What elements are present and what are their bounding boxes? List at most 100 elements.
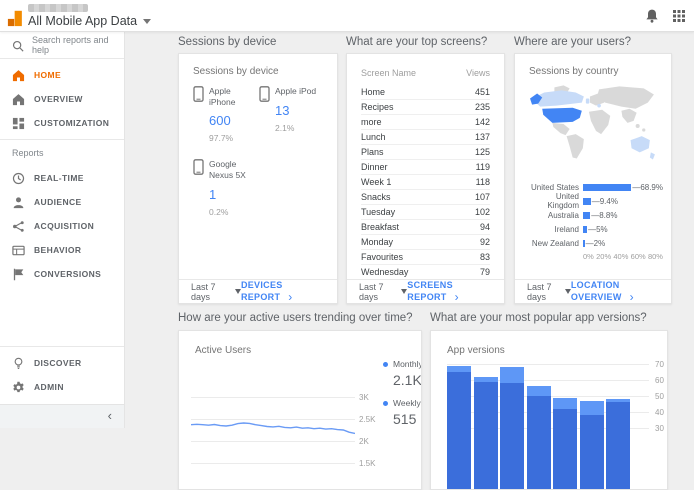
date-range-selector[interactable]: Last 7 days xyxy=(359,282,408,302)
screen-name-cell: Plans xyxy=(361,147,384,157)
device-list: Apple iPhone 600 97.7% Apple iPod 13 2.1% Goog… xyxy=(193,86,325,233)
person-icon xyxy=(12,196,25,209)
axis-tick-label: 60% xyxy=(630,252,646,261)
views-cell: 92 xyxy=(479,237,490,247)
table-row: Plans 125 xyxy=(361,144,490,159)
sidebar-item-discover[interactable]: DISCOVER xyxy=(0,351,124,375)
y-tick-label: 2K xyxy=(359,437,369,446)
country-row-ireland: Ireland —5% xyxy=(527,222,663,236)
screen-name-cell: more xyxy=(361,117,382,127)
screens-report-link[interactable]: SCREENS REPORT › xyxy=(407,280,492,304)
country-row-new-zealand: New Zealand —2% xyxy=(527,236,663,250)
apps-grid-icon[interactable] xyxy=(671,8,687,24)
sidebar-item-label: ADMIN xyxy=(34,382,64,392)
app-version-bar-upper-segment xyxy=(579,400,604,416)
date-range-label: Last 7 days xyxy=(527,281,552,302)
sidebar-item-label: REAL-TIME xyxy=(34,173,84,183)
sidebar-item-customization[interactable]: CUSTOMIZATION xyxy=(0,111,124,135)
sidebar-item-conversions[interactable]: CONVERSIONS xyxy=(0,262,124,286)
app-version-bar-upper-segment xyxy=(500,367,524,384)
legend-label: Weekly xyxy=(393,398,421,408)
world-map xyxy=(528,82,660,174)
section-title-active-users: How are your active users trending over … xyxy=(178,312,413,324)
legend-entry-monthly: Monthly 2.1K xyxy=(383,359,422,388)
property-selector-label: All Mobile App Data xyxy=(28,14,138,28)
table-row: Wednesday 79 xyxy=(361,264,490,279)
country-value: —8.8% xyxy=(591,210,618,220)
table-row: Favourites 83 xyxy=(361,249,490,264)
views-cell: 107 xyxy=(474,192,490,202)
y-tick-label: 50 xyxy=(655,392,664,401)
sidebar-item-label: ACQUISITION xyxy=(34,221,95,231)
table-row: Lunch 137 xyxy=(361,129,490,144)
y-tick-label: 60 xyxy=(655,376,664,385)
col-screen-name: Screen Name xyxy=(361,68,417,78)
device-share-value: 2.1% xyxy=(275,122,295,133)
sidebar-item-home[interactable]: HOME xyxy=(0,63,124,87)
app-version-bar xyxy=(526,386,551,489)
sidebar-item-behavior[interactable]: BEHAVIOR xyxy=(0,238,124,262)
sidebar-item-label: CUSTOMIZATION xyxy=(34,118,110,128)
country-bar xyxy=(583,225,588,233)
device-share-value: 97.7% xyxy=(209,133,234,144)
sidebar-collapse-button[interactable]: ‹ xyxy=(0,404,124,428)
legend-dot-icon xyxy=(383,400,388,406)
sidebar-item-real-time[interactable]: REAL-TIME xyxy=(0,166,124,190)
search-input[interactable]: Search reports and help xyxy=(0,32,124,58)
table-row: Tuesday 102 xyxy=(361,204,490,219)
location-overview-link[interactable]: LOCATION OVERVIEW › xyxy=(571,280,659,304)
property-selector[interactable]: All Mobile App Data xyxy=(28,14,152,28)
sidebar-item-overview[interactable]: OVERVIEW xyxy=(0,87,124,111)
sidebar-item-label: AUDIENCE xyxy=(34,197,82,207)
date-range-label: Last 7 days xyxy=(191,281,216,302)
active-users-legend: Monthly 2.1K Weekly 515 xyxy=(383,359,422,437)
sidebar-bottom: DISCOVER ADMIN xyxy=(0,346,124,403)
app-version-bar xyxy=(606,399,630,489)
country-bar xyxy=(583,239,585,247)
device-sessions-value: 600 xyxy=(209,113,231,129)
app-version-bar-upper-segment xyxy=(447,365,471,372)
app-version-bar xyxy=(447,365,471,489)
countries-card-title: Sessions by country xyxy=(529,66,619,77)
country-label: United States xyxy=(530,182,579,192)
caret-down-icon xyxy=(564,289,571,294)
country-row-australia: Australia —8.8% xyxy=(527,208,663,222)
home-icon xyxy=(12,69,25,82)
country-axis: 0% 20% 40% 60% 80% xyxy=(583,252,663,261)
devices-report-link[interactable]: DEVICES REPORT › xyxy=(241,280,325,304)
phone-icon xyxy=(193,159,204,176)
legend-dot-icon xyxy=(383,361,388,367)
views-cell: 94 xyxy=(479,222,490,232)
legend-value: 2.1K xyxy=(393,372,422,388)
sidebar-item-audience[interactable]: AUDIENCE xyxy=(0,190,124,214)
app-version-bar xyxy=(500,367,524,489)
app-version-bar-upper-segment xyxy=(606,399,630,403)
date-range-selector[interactable]: Last 7 days xyxy=(191,282,241,302)
screen-name-cell: Recipes xyxy=(361,102,394,112)
table-row: more 142 xyxy=(361,114,490,129)
divider xyxy=(0,139,124,140)
screen-name-cell: Snacks xyxy=(361,192,391,202)
gridline xyxy=(191,419,355,420)
sidebar-item-acquisition[interactable]: ACQUISITION xyxy=(0,214,124,238)
app-header: All Mobile App Data xyxy=(0,0,694,32)
sidebar-item-label: DISCOVER xyxy=(34,358,82,368)
views-cell: 235 xyxy=(474,102,490,112)
sidebar: Search reports and help HOME OVERVIEW CUST… xyxy=(0,32,125,428)
axis-tick-label: 20% xyxy=(596,252,612,261)
gridline xyxy=(191,397,355,398)
home-icon xyxy=(12,93,25,106)
date-range-selector[interactable]: Last 7 days xyxy=(527,282,571,302)
analytics-logo-icon xyxy=(7,10,22,27)
app-versions-card: App versions 70 60 50 40 30 xyxy=(430,330,668,490)
col-views: Views xyxy=(466,68,490,78)
sidebar-item-admin[interactable]: ADMIN xyxy=(0,375,124,399)
screen-name-cell: Wednesday xyxy=(361,267,409,277)
device-name: Google Nexus 5X xyxy=(209,159,246,180)
gear-icon xyxy=(12,381,25,394)
screen-name-cell: Home xyxy=(361,86,386,97)
table-row: Dinner 119 xyxy=(361,159,490,174)
section-title-devices: Sessions by device xyxy=(178,36,277,48)
countries-card-footer: Last 7 days LOCATION OVERVIEW › xyxy=(515,279,671,304)
bell-icon[interactable] xyxy=(644,8,660,24)
